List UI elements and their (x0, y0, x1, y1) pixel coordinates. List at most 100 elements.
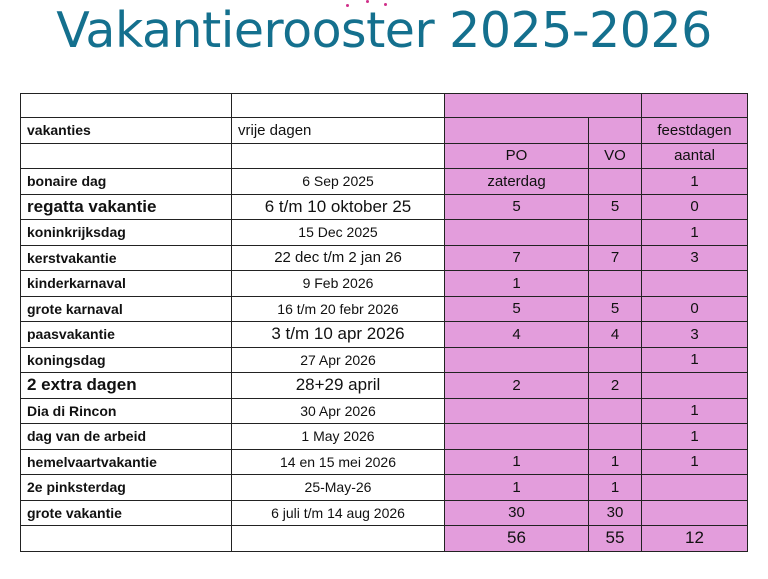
row-feestdagen (641, 474, 748, 501)
row-po (444, 423, 589, 450)
header-aantal: aantal (641, 142, 748, 169)
table-row: kerstvakantie 22 dec t/m 2 jan 26 7 7 3 (20, 244, 748, 271)
row-name: regatta vakantie (20, 193, 232, 220)
table-row: hemelvaartvakantie 14 en 15 mei 2026 1 1 1 (20, 448, 748, 475)
row-name: kerstvakantie (20, 244, 232, 271)
row-feestdagen: 3 (641, 244, 748, 271)
row-vo (588, 270, 642, 297)
row-dates: 27 Apr 2026 (231, 346, 445, 373)
row-name: koningsdag (20, 346, 232, 373)
row-feestdagen: 1 (641, 397, 748, 424)
row-dates: 6 t/m 10 oktober 25 (231, 193, 445, 220)
row-feestdagen (641, 499, 748, 526)
vacation-table: vakanties vrije dagen feestdagen PO VO a… (20, 93, 748, 552)
row-feestdagen (641, 270, 748, 297)
table-row: koningsdag 27 Apr 2026 1 (20, 346, 748, 373)
row-name: grote vakantie (20, 499, 232, 526)
header-vakanties: vakanties (20, 117, 232, 144)
row-vo (588, 219, 642, 246)
table-row: koninkrijksdag 15 Dec 2025 1 (20, 219, 748, 246)
row-po: 7 (444, 244, 589, 271)
row-po: 5 (444, 193, 589, 220)
row-dates: 30 Apr 2026 (231, 397, 445, 424)
row-dates: 6 Sep 2025 (231, 168, 445, 195)
row-dates: 16 t/m 20 febr 2026 (231, 295, 445, 322)
row-po: 4 (444, 321, 589, 348)
row-name: 2e pinksterdag (20, 474, 232, 501)
row-dates: 6 juli t/m 14 aug 2026 (231, 499, 445, 526)
row-name: 2 extra dagen (20, 372, 232, 399)
row-feestdagen: 3 (641, 321, 748, 348)
row-name: koninkrijksdag (20, 219, 232, 246)
row-feestdagen: 1 (641, 423, 748, 450)
row-dates: 25-May-26 (231, 474, 445, 501)
table-row: grote vakantie 6 juli t/m 14 aug 2026 30 30 (20, 499, 748, 526)
row-po (444, 397, 589, 424)
row-dates: 9 Feb 2026 (231, 270, 445, 297)
table-row: kinderkarnaval 9 Feb 2026 1 (20, 270, 748, 297)
header-row: vakanties vrije dagen feestdagen (20, 117, 748, 144)
header-vrije-dagen: vrije dagen (231, 117, 445, 144)
header-row-blank (20, 93, 748, 118)
row-po: zaterdag (444, 168, 589, 195)
row-name: hemelvaartvakantie (20, 448, 232, 475)
table-row: Dia di Rincon 30 Apr 2026 1 (20, 397, 748, 424)
total-po: 56 (444, 525, 589, 552)
row-feestdagen: 1 (641, 448, 748, 475)
row-vo: 1 (588, 474, 642, 501)
header-feestdagen: feestdagen (641, 117, 748, 144)
row-feestdagen: 1 (641, 168, 748, 195)
row-name: paasvakantie (20, 321, 232, 348)
row-po (444, 346, 589, 373)
row-vo (588, 423, 642, 450)
row-name: bonaire dag (20, 168, 232, 195)
table-row: 2e pinksterdag 25-May-26 1 1 (20, 474, 748, 501)
row-vo: 2 (588, 372, 642, 399)
row-vo: 5 (588, 193, 642, 220)
row-po: 5 (444, 295, 589, 322)
row-po: 1 (444, 448, 589, 475)
table-row: 2 extra dagen 28+29 april 2 2 (20, 372, 748, 399)
row-vo: 7 (588, 244, 642, 271)
row-name: dag van de arbeid (20, 423, 232, 450)
row-dates: 15 Dec 2025 (231, 219, 445, 246)
row-vo (588, 397, 642, 424)
table-row: regatta vakantie 6 t/m 10 oktober 25 5 5 0 (20, 193, 748, 220)
row-vo: 1 (588, 448, 642, 475)
row-dates: 1 May 2026 (231, 423, 445, 450)
row-name: Dia di Rincon (20, 397, 232, 424)
decorative-dots (344, 0, 394, 8)
header-po: PO (444, 142, 589, 169)
row-po: 1 (444, 270, 589, 297)
row-vo: 4 (588, 321, 642, 348)
row-dates: 14 en 15 mei 2026 (231, 448, 445, 475)
table-row: dag van de arbeid 1 May 2026 1 (20, 423, 748, 450)
table-row: grote karnaval 16 t/m 20 febr 2026 5 5 0 (20, 295, 748, 322)
row-vo (588, 168, 642, 195)
row-vo: 30 (588, 499, 642, 526)
table-row: bonaire dag 6 Sep 2025 zaterdag 1 (20, 168, 748, 195)
row-vo: 5 (588, 295, 642, 322)
page-title: Vakantierooster 2025-2026 (56, 2, 712, 59)
row-vo (588, 346, 642, 373)
row-po: 1 (444, 474, 589, 501)
totals-row: 56 55 12 (20, 525, 748, 552)
row-feestdagen: 1 (641, 346, 748, 373)
row-feestdagen (641, 372, 748, 399)
row-dates: 28+29 april (231, 372, 445, 399)
row-feestdagen: 0 (641, 193, 748, 220)
total-feestdagen: 12 (641, 525, 748, 552)
total-vo: 55 (588, 525, 642, 552)
table-row: paasvakantie 3 t/m 10 apr 2026 4 4 3 (20, 321, 748, 348)
row-feestdagen: 0 (641, 295, 748, 322)
row-name: kinderkarnaval (20, 270, 232, 297)
row-feestdagen: 1 (641, 219, 748, 246)
row-name: grote karnaval (20, 295, 232, 322)
row-po (444, 219, 589, 246)
row-dates: 3 t/m 10 apr 2026 (231, 321, 445, 348)
row-po: 30 (444, 499, 589, 526)
subheader-row: PO VO aantal (20, 142, 748, 169)
header-vo: VO (588, 142, 642, 169)
row-dates: 22 dec t/m 2 jan 26 (231, 244, 445, 271)
row-po: 2 (444, 372, 589, 399)
